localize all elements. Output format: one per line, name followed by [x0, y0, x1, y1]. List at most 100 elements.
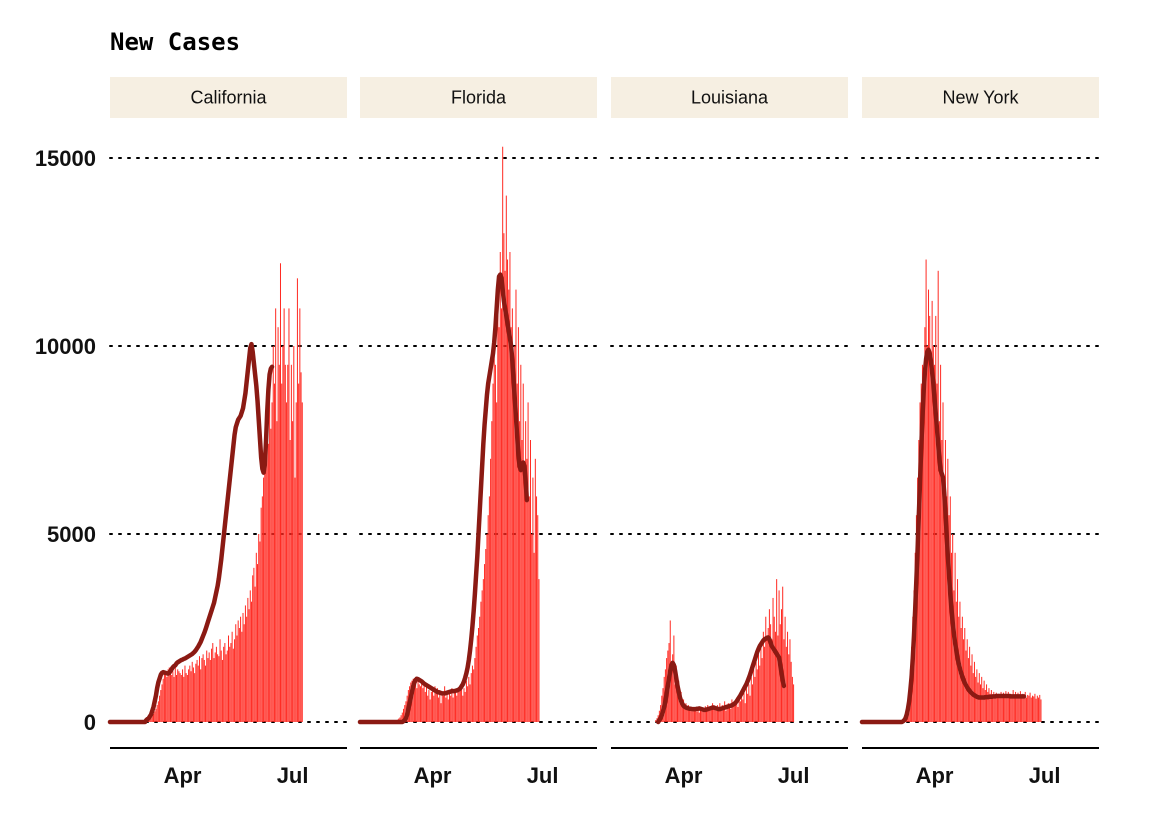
- bar: [772, 597, 774, 722]
- bar: [684, 706, 686, 722]
- bar: [747, 693, 749, 722]
- bar: [788, 654, 790, 722]
- bar: [264, 458, 266, 722]
- bar: [236, 635, 238, 722]
- facet-panel-louisiana: Louisiana Apr Jul: [610, 77, 849, 788]
- bar: [447, 699, 449, 722]
- bar: [184, 665, 186, 722]
- bar: [753, 669, 755, 722]
- bar: [192, 667, 194, 722]
- bar: [178, 671, 180, 722]
- bar: [735, 705, 737, 722]
- bar: [287, 364, 289, 722]
- bar: [706, 708, 708, 722]
- bar: [487, 515, 489, 722]
- bar: [989, 693, 991, 722]
- bar: [213, 658, 215, 722]
- bar: [992, 695, 994, 722]
- bar: [742, 699, 744, 722]
- bar: [231, 631, 233, 722]
- bar: [224, 643, 226, 722]
- facet-label: New York: [942, 88, 1019, 108]
- bar: [166, 676, 168, 722]
- bar: [791, 676, 793, 722]
- bar: [259, 541, 261, 722]
- bar: [177, 669, 179, 722]
- bar: [217, 654, 219, 722]
- bar: [475, 646, 477, 722]
- bar: [994, 696, 996, 722]
- bar: [1027, 694, 1029, 722]
- bar: [741, 695, 743, 722]
- bar: [948, 515, 950, 722]
- bar: [505, 195, 507, 723]
- bar: [1022, 693, 1024, 722]
- bar: [456, 695, 458, 722]
- bar: [207, 658, 209, 722]
- bar: [785, 646, 787, 722]
- bar: [265, 440, 267, 722]
- bar: [984, 690, 986, 722]
- bar: [161, 684, 163, 722]
- x-tick-label: Apr: [916, 763, 954, 788]
- bar: [674, 684, 676, 722]
- bar: [517, 327, 519, 722]
- bar: [928, 289, 930, 722]
- bar: [198, 656, 200, 722]
- y-tick-label: 5000: [47, 522, 96, 547]
- bar: [203, 659, 205, 722]
- bar: [739, 701, 741, 722]
- bar: [491, 421, 493, 722]
- bar: [276, 421, 278, 722]
- bar: [751, 684, 753, 722]
- bar: [683, 699, 685, 722]
- bar: [766, 639, 768, 722]
- bar: [969, 646, 971, 722]
- facet-label: Florida: [451, 88, 507, 108]
- bar: [787, 631, 789, 722]
- bar: [936, 383, 938, 722]
- bar: [488, 496, 490, 722]
- bar: [1034, 693, 1036, 722]
- bar: [195, 663, 197, 722]
- bar: [748, 684, 750, 722]
- bar: [1002, 692, 1004, 722]
- bar: [442, 695, 444, 722]
- bar: [1021, 696, 1023, 722]
- bar: [714, 708, 716, 722]
- bar: [473, 669, 475, 722]
- bar: [504, 270, 506, 722]
- bar: [1030, 697, 1032, 722]
- bar: [718, 706, 720, 722]
- bar: [188, 669, 190, 722]
- bar: [1010, 693, 1012, 722]
- bar: [157, 701, 159, 722]
- bar: [154, 711, 156, 722]
- bar: [211, 648, 213, 722]
- bar: [290, 364, 292, 722]
- bar: [716, 705, 718, 722]
- bar: [731, 699, 733, 722]
- bar: [709, 706, 711, 722]
- bar: [531, 534, 533, 722]
- bar: [298, 383, 300, 722]
- bar: [429, 699, 431, 722]
- bar: [427, 695, 429, 722]
- bar: [415, 676, 417, 722]
- bar: [493, 346, 495, 722]
- bar: [733, 701, 735, 722]
- bar: [1017, 692, 1019, 722]
- bar: [271, 402, 273, 722]
- x-tick-label: Jul: [1029, 763, 1061, 788]
- bar: [485, 549, 487, 722]
- bar: [950, 552, 952, 722]
- bar: [695, 706, 697, 722]
- rolling-average-line: [107, 341, 275, 725]
- bar: [758, 654, 760, 722]
- bar: [413, 684, 415, 722]
- bar: [736, 697, 738, 722]
- bar: [234, 639, 236, 722]
- y-tick-label: 10000: [35, 334, 96, 359]
- bar: [400, 715, 402, 722]
- bar: [267, 443, 269, 722]
